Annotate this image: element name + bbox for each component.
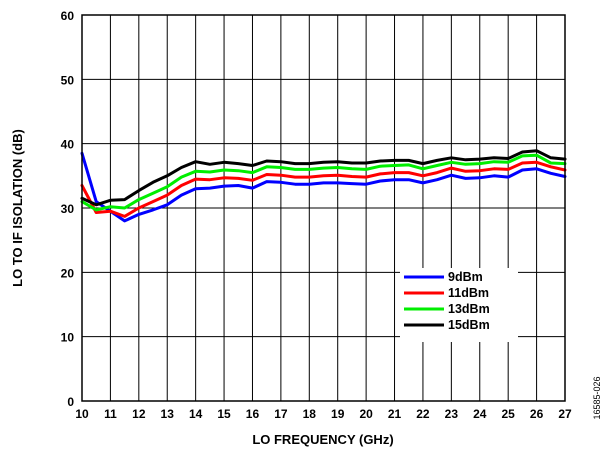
legend-label: 11dBm xyxy=(448,286,489,300)
legend-label: 13dBm xyxy=(448,302,490,316)
x-tick-label: 10 xyxy=(75,407,89,421)
legend-box xyxy=(400,268,518,342)
x-tick-label: 14 xyxy=(189,407,203,421)
x-tick-label: 12 xyxy=(132,407,146,421)
x-tick-label: 25 xyxy=(501,407,515,421)
series-lines xyxy=(80,149,567,223)
y-tick-label: 0 xyxy=(67,395,74,409)
x-tick-label: 11 xyxy=(104,407,117,421)
series-line-11dBm xyxy=(80,160,567,218)
x-tick-label: 17 xyxy=(274,407,288,421)
series-line-9dBm xyxy=(80,151,567,223)
x-tick-label: 20 xyxy=(359,407,373,421)
x-axis-label: LO FREQUENCY (GHz) xyxy=(252,432,393,447)
x-tick-label: 26 xyxy=(530,407,544,421)
x-tick-label: 27 xyxy=(558,407,572,421)
y-tick-labels: 0 10 20 30 40 50 60 xyxy=(61,9,75,409)
legend-label: 15dBm xyxy=(448,318,490,332)
y-tick-label: 40 xyxy=(61,138,75,152)
figure-id: 16585-026 xyxy=(592,376,602,419)
x-tick-label: 18 xyxy=(303,407,317,421)
x-tick-label: 23 xyxy=(445,407,459,421)
plot-frame xyxy=(81,14,566,402)
x-tick-label: 19 xyxy=(331,407,345,421)
x-tick-labels: 10 11 12 13 14 15 16 17 18 19 20 21 22 23 24 25 26 27 xyxy=(75,407,572,421)
y-tick-label: 60 xyxy=(61,9,75,23)
y-tick-label: 30 xyxy=(61,202,75,216)
legend: 9dBm 11dBm 13dBm 15dBm xyxy=(400,268,518,342)
y-axis-label: LO TO IF ISOLATION (dB) xyxy=(10,129,25,287)
y-tick-label: 50 xyxy=(61,73,75,87)
series-line-15dBm xyxy=(80,149,567,207)
x-tick-label: 22 xyxy=(416,407,430,421)
x-tick-label: 13 xyxy=(161,407,175,421)
x-tick-label: 16 xyxy=(246,407,260,421)
series-line-13dBm xyxy=(80,153,567,212)
legend-label: 9dBm xyxy=(448,270,483,284)
x-tick-label: 24 xyxy=(473,407,487,421)
x-tick-label: 15 xyxy=(217,407,231,421)
x-tick-label: 21 xyxy=(388,407,402,421)
y-tick-label: 20 xyxy=(61,266,75,280)
y-tick-label: 10 xyxy=(61,331,75,345)
